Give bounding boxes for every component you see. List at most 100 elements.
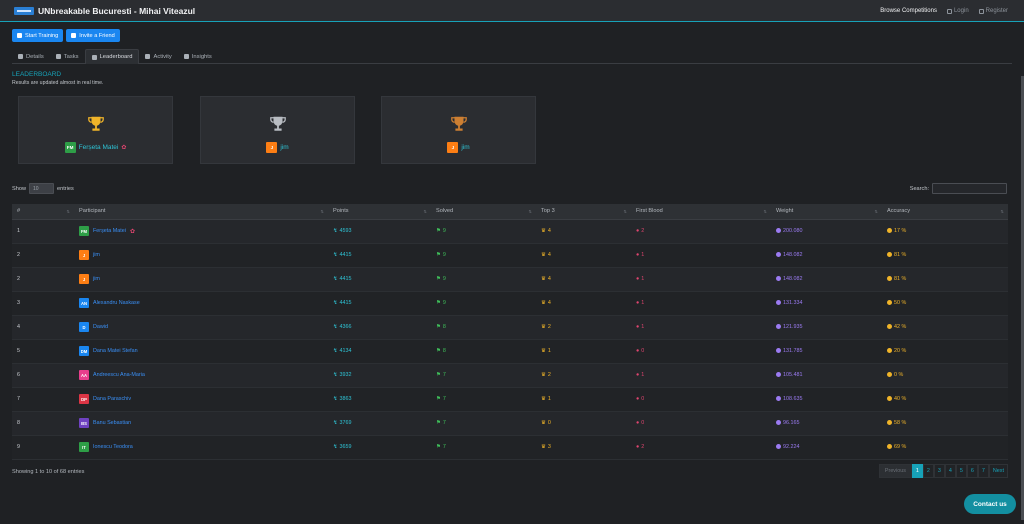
tab-leaderboard[interactable]: Leaderboard: [84, 49, 140, 64]
accuracy-value: 20 %: [894, 348, 907, 354]
browse-competitions-link[interactable]: Browse Competitions: [880, 8, 937, 14]
first-blood-cell: ● 0: [631, 339, 771, 364]
column-header[interactable]: Participant ⇅: [74, 204, 328, 220]
tab-insights[interactable]: Insights: [178, 49, 218, 64]
weight-icon: [776, 252, 781, 258]
solved-value: 7: [442, 444, 446, 450]
participant-link[interactable]: FM Ferșeta Matei ✿: [79, 226, 328, 236]
previous-button[interactable]: Previous: [878, 464, 912, 478]
sort-icon: ⇅: [763, 209, 767, 214]
participant-name: Dawid: [93, 324, 108, 330]
register-label: Register: [985, 8, 1008, 14]
column-header[interactable]: Top 3 ⇅: [536, 204, 631, 220]
leaderboard-subtitle: Results are updated almost in real time.: [12, 80, 104, 86]
points-cell: ↯ 4415: [328, 243, 431, 268]
accuracy-value: 81 %: [894, 276, 907, 282]
column-header[interactable]: Accuracy ⇅: [882, 204, 1008, 220]
accuracy-value: 17 %: [894, 228, 907, 234]
podium-name: Ferșeta Matei: [78, 144, 119, 151]
rank-cell: 3: [12, 291, 74, 316]
solved-cell: ⚑ 9: [431, 291, 536, 316]
page-button[interactable]: 2: [922, 464, 934, 478]
avatar: DM: [79, 346, 89, 356]
top3-cell: ♛ 4: [536, 243, 631, 268]
scrollbar[interactable]: [1021, 76, 1024, 520]
participant-link[interactable]: D Dawid: [79, 322, 328, 332]
table-row: 7 DP Dana Paraschiv ↯ 3863 ⚑ 7 ♛ 1 ● 0 108.635 40 %: [12, 387, 1008, 412]
contact-us-button[interactable]: Contact us: [964, 494, 1016, 514]
tab-label: Tasks: [63, 53, 79, 60]
start-training-button[interactable]: Start Training: [12, 29, 64, 42]
points-value: 3769: [339, 420, 352, 426]
participant-link[interactable]: IT Ionescu Teodora: [79, 442, 328, 452]
participant-name: Banu Sebastian: [93, 420, 132, 426]
column-header[interactable]: Weight ⇅: [771, 204, 882, 220]
participant-link[interactable]: DM Dana Matei Stefan: [79, 346, 328, 356]
page-button[interactable]: 7: [977, 464, 989, 478]
solved-cell: ⚑ 7: [431, 387, 536, 412]
flag-icon: ⚑: [436, 300, 441, 306]
page-button[interactable]: 5: [955, 464, 967, 478]
avatar: IT: [79, 442, 89, 452]
page-button[interactable]: 6: [966, 464, 978, 478]
trophy-icon: ♛: [541, 300, 546, 306]
page-button[interactable]: 4: [944, 464, 956, 478]
accuracy-cell: 81 %: [882, 267, 1008, 292]
login-link[interactable]: Login: [946, 8, 969, 14]
participant-link[interactable]: DP Dana Paraschiv: [79, 394, 328, 404]
entries-select[interactable]: 10: [29, 183, 54, 194]
invite-friend-button[interactable]: Invite a Friend: [66, 29, 120, 42]
tab-tasks[interactable]: Tasks: [50, 49, 85, 64]
column-header[interactable]: First Blood ⇅: [631, 204, 771, 220]
start-training-label: Start Training: [25, 32, 59, 39]
trophy-icon: ♛: [541, 396, 546, 402]
participant-link[interactable]: BS Banu Sebastian: [79, 418, 328, 428]
bolt-icon: ↯: [333, 276, 338, 282]
column-label: Participant: [79, 208, 106, 215]
register-link[interactable]: Register: [978, 8, 1008, 14]
table-row: 3 AN Alexandru Naskase ↯ 4415 ⚑ 9 ♛ 4 ● 1 131.334 50…: [12, 291, 1008, 316]
trophy-icon: ♛: [541, 228, 546, 234]
column-header[interactable]: Points ⇅: [328, 204, 431, 220]
page-button[interactable]: 1: [911, 464, 923, 478]
accuracy-cell: 40 %: [882, 387, 1008, 412]
first-blood-cell: ● 1: [631, 291, 771, 316]
rank-cell: 1: [12, 219, 74, 244]
points-cell: ↯ 4366: [328, 315, 431, 340]
weight-icon: [776, 300, 781, 306]
weight-value: 121.935: [783, 324, 803, 330]
accuracy-cell: 17 %: [882, 219, 1008, 244]
column-header[interactable]: Solved ⇅: [431, 204, 536, 220]
drop-icon: ●: [636, 348, 640, 354]
bolt-icon: ↯: [333, 420, 338, 426]
accuracy-cell: 20 %: [882, 339, 1008, 364]
solved-cell: ⚑ 7: [431, 411, 536, 436]
flag-icon: ⚑: [436, 252, 441, 258]
logo[interactable]: [14, 6, 34, 15]
target-icon: [887, 444, 892, 450]
participant-link[interactable]: AA Andreescu Ana-Maria: [79, 370, 328, 380]
tab-details[interactable]: Details: [12, 49, 50, 64]
tab-activity[interactable]: Activity: [139, 49, 177, 64]
podium-participant[interactable]: FM Ferșeta Matei ✿: [19, 142, 172, 153]
page-button[interactable]: 3: [933, 464, 945, 478]
solved-value: 9: [442, 276, 446, 282]
table-row: 5 DM Dana Matei Stefan ↯ 4134 ⚑ 8 ♛ 1 ● 0 131.785 20…: [12, 339, 1008, 364]
tab-label: Activity: [153, 53, 172, 60]
first-blood-cell: ● 0: [631, 387, 771, 412]
solved-value: 9: [442, 300, 446, 306]
weight-cell: 200.080: [771, 219, 882, 244]
search-input[interactable]: [932, 183, 1007, 194]
participant-link[interactable]: AN Alexandru Naskase: [79, 298, 328, 308]
column-header[interactable]: # ⇅: [12, 204, 74, 220]
weight-cell: 108.635: [771, 387, 882, 412]
points-cell: ↯ 4415: [328, 291, 431, 316]
weight-value: 108.635: [783, 396, 803, 402]
points-value: 4593: [339, 228, 352, 234]
next-button[interactable]: Next: [988, 464, 1008, 478]
